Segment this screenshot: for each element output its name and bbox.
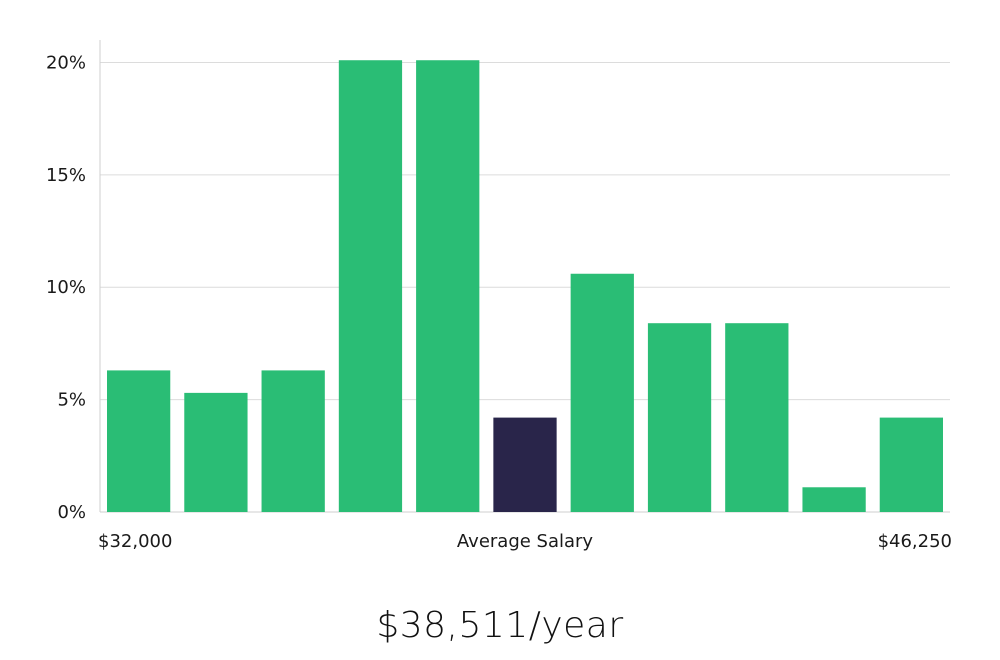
y-tick-label: 10% bbox=[46, 277, 86, 298]
bar bbox=[570, 273, 634, 512]
bar bbox=[184, 392, 248, 512]
bar bbox=[107, 370, 171, 512]
average-salary-value: $38,511/year bbox=[376, 605, 624, 646]
bar bbox=[261, 370, 325, 512]
bar bbox=[879, 417, 943, 512]
bars bbox=[107, 60, 943, 512]
salary-histogram-chart: 0% 5% 10% 15% 20% $32,000 Average Salary $46… bbox=[46, 40, 952, 552]
y-axis-tick-labels: 0% 5% 10% 15% 20% bbox=[46, 52, 86, 523]
y-tick-label: 5% bbox=[57, 390, 86, 411]
bar bbox=[647, 323, 712, 512]
bar bbox=[725, 323, 789, 512]
grid-lines bbox=[100, 61, 950, 401]
x-axis-max-label: $46,250 bbox=[878, 531, 952, 552]
bar bbox=[802, 487, 866, 512]
x-axis-min-label: $32,000 bbox=[98, 531, 172, 552]
bar-highlighted bbox=[493, 417, 557, 512]
y-tick-label: 20% bbox=[46, 52, 86, 73]
y-tick-label: 0% bbox=[57, 502, 86, 523]
bar bbox=[416, 60, 480, 512]
x-axis-title: Average Salary bbox=[457, 531, 594, 552]
y-tick-label: 15% bbox=[46, 165, 86, 186]
bar bbox=[338, 60, 403, 512]
